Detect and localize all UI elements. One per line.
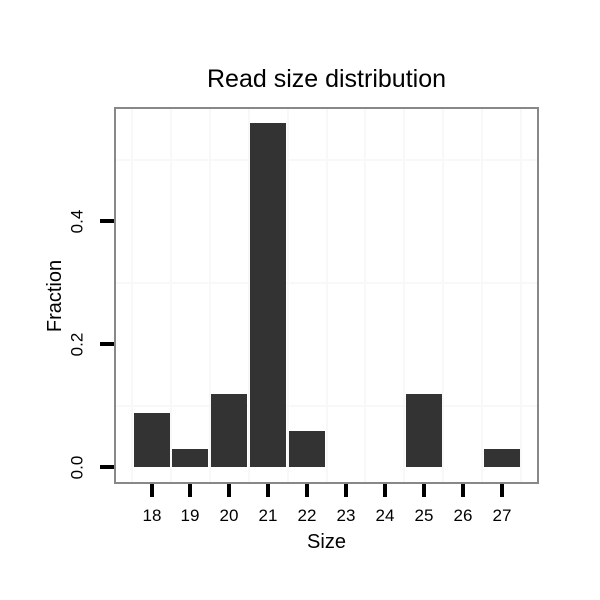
x-tick — [227, 484, 231, 497]
minor-gridline-x — [364, 109, 366, 482]
bar-20 — [211, 394, 247, 467]
minor-gridline-y — [116, 405, 537, 407]
x-axis-title: Size — [307, 531, 346, 553]
bar-21 — [250, 123, 286, 467]
x-tick-label: 21 — [258, 506, 278, 525]
y-tick-label: 0.4 — [67, 209, 87, 234]
x-tick-label: 22 — [297, 506, 317, 525]
x-tick — [344, 484, 348, 497]
x-tick-label: 23 — [336, 506, 356, 525]
minor-gridline-x — [287, 109, 289, 482]
minor-gridline-x — [520, 109, 522, 482]
minor-gridline-x — [403, 109, 405, 482]
x-tick — [266, 484, 270, 497]
bar-18 — [134, 413, 170, 467]
plot-panel — [114, 107, 539, 484]
y-tick — [100, 342, 114, 346]
x-tick — [461, 484, 465, 497]
bar-27 — [484, 449, 520, 467]
x-tick-label: 25 — [414, 506, 434, 525]
x-tick-label: 19 — [180, 506, 200, 525]
x-tick — [422, 484, 426, 497]
minor-gridline-y — [116, 159, 537, 161]
x-tick-label: 24 — [375, 506, 395, 525]
x-tick — [188, 484, 192, 497]
y-axis-title: Fraction — [44, 259, 66, 333]
y-tick — [100, 219, 114, 223]
chart-title: Read size distribution — [206, 65, 446, 93]
x-tick — [150, 484, 154, 497]
minor-gridline-x — [481, 109, 483, 482]
y-tick-label: 0.2 — [67, 332, 87, 357]
y-tick-label: 0.0 — [67, 455, 87, 480]
minor-gridline-y — [116, 282, 537, 284]
minor-gridline-x — [248, 109, 250, 482]
x-tick — [305, 484, 309, 497]
minor-gridline-x — [131, 109, 133, 482]
x-tick-label: 27 — [492, 506, 512, 525]
bar-25 — [406, 394, 442, 467]
bar-19 — [172, 449, 208, 467]
minor-gridline-x — [209, 109, 211, 482]
x-tick-label: 20 — [219, 506, 239, 525]
minor-gridline-x — [326, 109, 328, 482]
y-tick — [100, 465, 114, 469]
x-tick-label: 26 — [453, 506, 473, 525]
minor-gridline-x — [442, 109, 444, 482]
minor-gridline-x — [170, 109, 172, 482]
x-tick — [383, 484, 387, 497]
bar-22 — [289, 431, 325, 467]
x-tick-label: 18 — [142, 506, 162, 525]
x-tick — [500, 484, 504, 497]
